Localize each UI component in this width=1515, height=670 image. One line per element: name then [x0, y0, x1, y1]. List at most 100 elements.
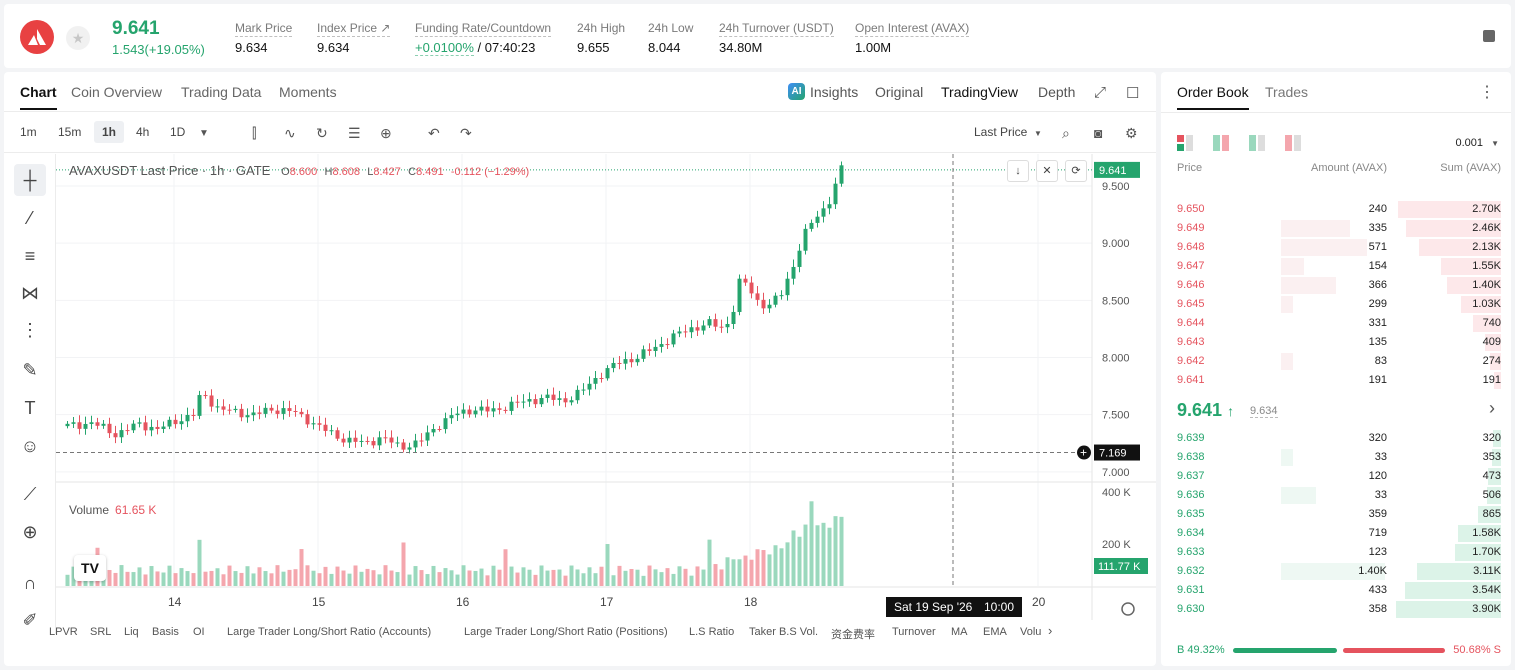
template-icon[interactable]: ☰: [348, 125, 361, 141]
more-options-icon[interactable]: ⋮: [1479, 84, 1495, 101]
view-original[interactable]: Original: [875, 84, 924, 100]
horizontal-lines-tool-icon[interactable]: ≡: [24, 246, 36, 266]
camera-icon[interactable]: ◙: [1094, 125, 1103, 141]
undo-icon[interactable]: ↶: [428, 125, 440, 141]
bid-row[interactable]: 9.630 358 3.90K: [1161, 600, 1511, 619]
magnet-tool-icon[interactable]: ∩: [23, 573, 37, 593]
brush-tool-icon[interactable]: ✎: [22, 360, 38, 380]
text-tool-icon[interactable]: T: [24, 398, 36, 418]
settings-gear-icon[interactable]: ⚙: [1125, 125, 1138, 141]
timeframe-1d[interactable]: 1D: [170, 125, 186, 139]
expand-icon[interactable]: ⤢: [1094, 84, 1107, 101]
precision-select[interactable]: 0.001: [1455, 137, 1483, 149]
price-type-dropdown-icon[interactable]: ▼: [1034, 129, 1042, 138]
view-bids-icon[interactable]: [1249, 135, 1267, 151]
indicator-lt-positions[interactable]: Large Trader Long/Short Ratio (Positions…: [464, 626, 668, 638]
ask-row[interactable]: 9.649 335 2.46K: [1161, 219, 1511, 238]
favorite-star-icon[interactable]: ★: [66, 26, 90, 50]
maximize-pane-icon[interactable]: ⟳: [1065, 160, 1087, 182]
ask-row[interactable]: 9.641 191 191: [1161, 371, 1511, 390]
stat-label[interactable]: Open Interest (AVAX): [855, 21, 970, 37]
refresh-icon[interactable]: ↻: [316, 125, 328, 141]
indicator-taker-vol[interactable]: Taker B.S Vol.: [749, 626, 819, 638]
tab-order-book[interactable]: Order Book: [1177, 84, 1249, 110]
tab-coin-overview[interactable]: Coin Overview: [71, 84, 163, 100]
scroll-right-icon[interactable]: ›: [1048, 623, 1053, 638]
bid-row[interactable]: 9.639 320 320: [1161, 429, 1511, 448]
redo-icon[interactable]: ↷: [460, 125, 472, 141]
view-split-icon[interactable]: [1213, 135, 1231, 151]
scroll-down-icon[interactable]: ↓: [1007, 160, 1029, 182]
view-insights[interactable]: Insights: [810, 84, 859, 100]
bid-row[interactable]: 9.636 33 506: [1161, 486, 1511, 505]
price-type-select[interactable]: Last Price: [974, 125, 1028, 139]
ask-row[interactable]: 9.642 83 274: [1161, 352, 1511, 371]
ask-row[interactable]: 9.650 240 2.70K: [1161, 200, 1511, 219]
indicator-liq[interactable]: Liq: [124, 626, 139, 638]
precision-dropdown-icon[interactable]: ▼: [1491, 139, 1499, 148]
view-asks-icon[interactable]: [1285, 135, 1303, 151]
candle-body: [383, 437, 388, 439]
timeframe-1m[interactable]: 1m: [20, 125, 37, 139]
ask-row[interactable]: 9.646 366 1.40K: [1161, 276, 1511, 295]
tab-moments[interactable]: Moments: [279, 84, 337, 100]
bid-row[interactable]: 9.637 120 473: [1161, 467, 1511, 486]
bid-row[interactable]: 9.634 719 1.58K: [1161, 524, 1511, 543]
ask-row[interactable]: 9.645 299 1.03K: [1161, 295, 1511, 314]
view-depth[interactable]: Depth: [1038, 84, 1076, 100]
indicator-ma[interactable]: MA: [951, 626, 968, 638]
lock-pencil-tool-icon[interactable]: ✐: [22, 610, 38, 630]
indicators-icon[interactable]: ∿: [284, 125, 296, 141]
tab-chart[interactable]: Chart: [20, 84, 57, 110]
indicator-lt-accounts[interactable]: Large Trader Long/Short Ratio (Accounts): [227, 626, 432, 638]
notes-icon[interactable]: [1483, 30, 1495, 42]
zoom-tool-icon[interactable]: ⊕: [22, 522, 38, 542]
indicator-ls-ratio[interactable]: L.S Ratio: [689, 626, 735, 638]
indicator-volume[interactable]: Volu: [1020, 626, 1042, 638]
bid-row[interactable]: 9.635 359 865: [1161, 505, 1511, 524]
search-icon[interactable]: ⌕: [1062, 125, 1070, 141]
candle-type-icon[interactable]: ⫿: [252, 125, 257, 141]
indicator-turnover[interactable]: Turnover: [892, 626, 936, 638]
indicator-basis[interactable]: Basis: [152, 626, 179, 638]
timeframe-4h[interactable]: 4h: [136, 125, 150, 139]
ask-row[interactable]: 9.644 331 740: [1161, 314, 1511, 333]
timeframe-15m[interactable]: 15m: [58, 125, 82, 139]
mid-price[interactable]: 9.641 ↑: [1177, 400, 1234, 421]
emoji-tool-icon[interactable]: ☺: [20, 436, 40, 456]
indicator-lpvr[interactable]: LPVR: [49, 626, 78, 638]
crosshair-tool-icon[interactable]: ┼: [14, 164, 46, 196]
view-tradingview[interactable]: TradingView: [941, 84, 1019, 100]
window-icon[interactable]: ☐: [1126, 85, 1140, 102]
pattern-tool-icon[interactable]: ⋈: [21, 283, 39, 303]
chevron-right-icon[interactable]: ›: [1489, 398, 1495, 418]
indicator-srl[interactable]: SRL: [90, 626, 112, 638]
funding-rate-value[interactable]: +0.0100%: [415, 40, 474, 56]
timeframe-dropdown-icon[interactable]: ▼: [199, 128, 209, 139]
indicator-oi[interactable]: OI: [193, 626, 205, 638]
ask-row[interactable]: 9.643 135 409: [1161, 333, 1511, 352]
view-both-icon[interactable]: [1177, 135, 1195, 151]
add-indicator-icon[interactable]: ⊕: [380, 125, 392, 141]
bid-row[interactable]: 9.638 33 353: [1161, 448, 1511, 467]
price-chart[interactable]: 9.500 9.000 8.500 8.000 7.500 7.000 9.641 7.169…: [56, 154, 1156, 620]
stat-label[interactable]: Index Price ↗: [317, 21, 391, 37]
bid-row[interactable]: 9.631 433 3.54K: [1161, 581, 1511, 600]
price-tick-label: 9.500: [1102, 181, 1130, 193]
ruler-tool-icon[interactable]: ⟋: [23, 484, 37, 504]
stat-label[interactable]: Mark Price: [235, 21, 293, 37]
bid-row[interactable]: 9.633 123 1.70K: [1161, 543, 1511, 562]
ask-row[interactable]: 9.647 154 1.55K: [1161, 257, 1511, 276]
indicator-ema[interactable]: EMA: [983, 626, 1007, 638]
collapse-icon[interactable]: ✕: [1036, 160, 1058, 182]
tab-trading-data[interactable]: Trading Data: [181, 84, 262, 100]
ask-row[interactable]: 9.648 571 2.13K: [1161, 238, 1511, 257]
tab-trades[interactable]: Trades: [1265, 84, 1309, 100]
bid-row[interactable]: 9.632 1.40K 3.11K: [1161, 562, 1511, 581]
stat-label[interactable]: 24h Turnover (USDT): [719, 21, 834, 37]
timeframe-1h[interactable]: 1h: [94, 121, 125, 143]
stat-label[interactable]: Funding Rate/Countdown: [415, 21, 552, 37]
indicator-funding-rate[interactable]: 资金费率: [831, 629, 875, 641]
trendline-tool-icon[interactable]: ⁄: [28, 208, 32, 228]
fib-tool-icon[interactable]: ⋮: [21, 320, 39, 340]
